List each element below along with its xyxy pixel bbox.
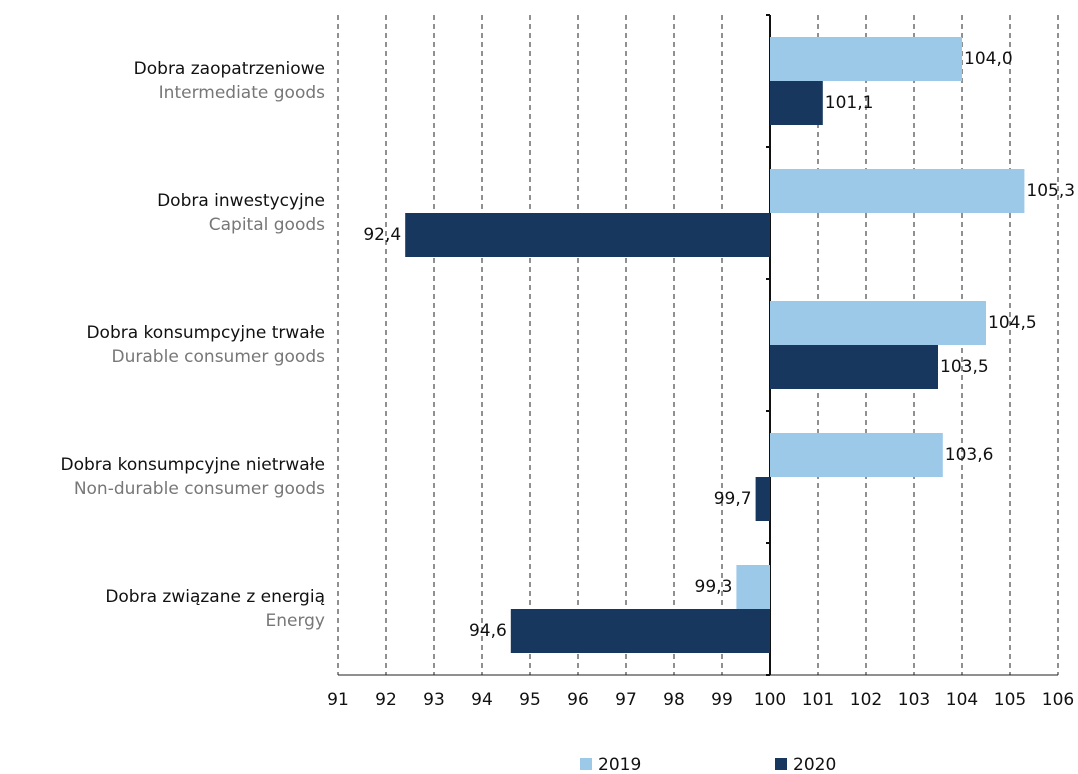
category-subtitle: Non-durable consumer goods bbox=[74, 479, 325, 499]
x-tick-label: 100 bbox=[754, 690, 786, 710]
x-tick-label: 98 bbox=[663, 690, 685, 710]
bar bbox=[770, 433, 943, 477]
category-label: Dobra konsumpcyjne nietrwałe bbox=[61, 455, 325, 475]
x-tick-label: 103 bbox=[898, 690, 930, 710]
bar bbox=[770, 37, 962, 81]
x-tick-label: 95 bbox=[519, 690, 541, 710]
value-label: 103,6 bbox=[945, 445, 994, 465]
x-tick-label: 102 bbox=[850, 690, 882, 710]
value-label: 103,5 bbox=[940, 357, 989, 377]
bar bbox=[770, 81, 823, 125]
value-label: 99,3 bbox=[695, 577, 733, 597]
value-label: 104,0 bbox=[964, 49, 1013, 69]
legend-label: 2020 bbox=[793, 755, 836, 774]
legend-label: 2019 bbox=[598, 755, 641, 774]
x-tick-label: 96 bbox=[567, 690, 589, 710]
bar bbox=[755, 477, 770, 521]
x-tick-label: 106 bbox=[1042, 690, 1074, 710]
x-tick-label: 105 bbox=[994, 690, 1026, 710]
x-tick-label: 94 bbox=[471, 690, 493, 710]
x-tick-label: 99 bbox=[711, 690, 733, 710]
bar bbox=[405, 213, 770, 257]
value-label: 101,1 bbox=[825, 93, 874, 113]
value-label: 105,3 bbox=[1026, 181, 1075, 201]
bar bbox=[770, 301, 986, 345]
x-tick-label: 92 bbox=[375, 690, 397, 710]
category-subtitle: Capital goods bbox=[209, 215, 325, 235]
bar bbox=[510, 609, 770, 653]
category-subtitle: Durable consumer goods bbox=[112, 347, 326, 367]
x-tick-label: 91 bbox=[327, 690, 349, 710]
bar bbox=[770, 169, 1025, 213]
category-label: Dobra zaopatrzeniowe bbox=[134, 59, 325, 79]
category-label: Dobra związane z energią bbox=[105, 587, 325, 607]
legend-swatch bbox=[580, 758, 592, 770]
bar bbox=[770, 345, 938, 389]
x-tick-label: 101 bbox=[802, 690, 834, 710]
value-label: 104,5 bbox=[988, 313, 1037, 333]
value-label: 92,4 bbox=[363, 225, 401, 245]
x-tick-label: 93 bbox=[423, 690, 445, 710]
x-tick-label: 97 bbox=[615, 690, 637, 710]
category-label: Dobra inwestycyjne bbox=[157, 191, 325, 211]
category-subtitle: Intermediate goods bbox=[159, 83, 325, 103]
value-label: 94,6 bbox=[469, 621, 507, 641]
category-subtitle: Energy bbox=[265, 611, 325, 631]
category-label: Dobra konsumpcyjne trwałe bbox=[86, 323, 325, 343]
x-tick-label: 104 bbox=[946, 690, 978, 710]
bar bbox=[736, 565, 770, 609]
value-label: 99,7 bbox=[714, 489, 752, 509]
legend-swatch bbox=[775, 758, 787, 770]
